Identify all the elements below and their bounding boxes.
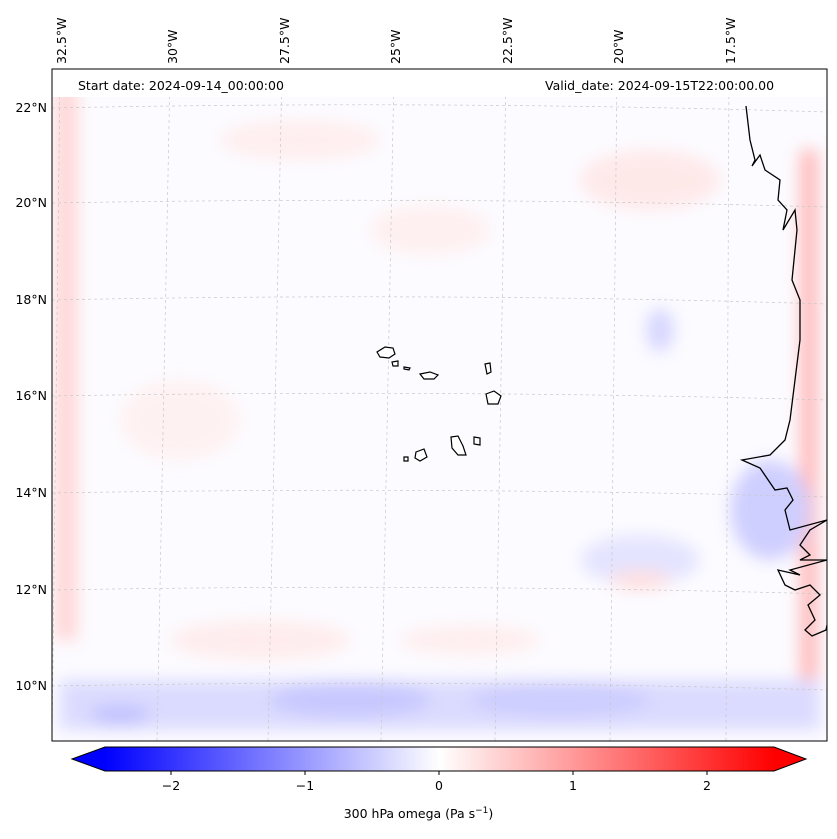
lon-label: 32.5°W — [54, 18, 69, 64]
lat-label: 12°N — [15, 582, 47, 597]
omega-field — [52, 69, 827, 741]
lon-label: 22.5°W — [500, 18, 515, 64]
valid-date-label: Valid_date: 2024-09-15T22:00:00.00 — [545, 78, 775, 93]
map-frame — [51, 68, 828, 742]
colorbar-label-close: ) — [488, 806, 494, 822]
colorbar-tick: 1 — [569, 778, 577, 793]
lat-label: 14°N — [15, 485, 47, 500]
lat-label: 10°N — [15, 678, 47, 693]
coastline — [739, 105, 827, 637]
colorbar-label-exponent: −1 — [475, 806, 489, 816]
colorbar-tick: 0 — [435, 778, 443, 793]
lat-label: 20°N — [15, 195, 47, 210]
colorbar-tick: −1 — [296, 778, 314, 793]
lat-label: 16°N — [15, 388, 47, 403]
longitude-labels: 32.5°W 30°W 27.5°W 25°W 22.5°W 20°W 17.5… — [54, 18, 738, 64]
cape-verde-islands — [376, 346, 502, 462]
colorbar-tick: −2 — [162, 778, 180, 793]
lon-label: 25°W — [388, 29, 403, 64]
colorbar-label: 300 hPa omega (Pa s−1) — [0, 806, 837, 821]
header-background — [52, 69, 827, 97]
lon-label: 17.5°W — [723, 18, 738, 64]
lon-label: 30°W — [165, 29, 180, 64]
lon-label: 20°W — [611, 29, 626, 64]
lat-label: 18°N — [15, 292, 47, 307]
gridlines — [52, 71, 827, 741]
colorbar-label-text: 300 hPa omega (Pa s — [343, 806, 476, 822]
colorbar: −2 −1 0 1 2 — [70, 746, 808, 793]
start-date-label: Start date: 2024-09-14_00:00:00 — [78, 78, 284, 93]
lon-label: 27.5°W — [277, 18, 292, 64]
colorbar-tick: 2 — [703, 778, 711, 793]
latitude-labels: 22°N 20°N 18°N 16°N 14°N 12°N 10°N — [15, 100, 47, 693]
lat-label: 22°N — [15, 100, 47, 115]
